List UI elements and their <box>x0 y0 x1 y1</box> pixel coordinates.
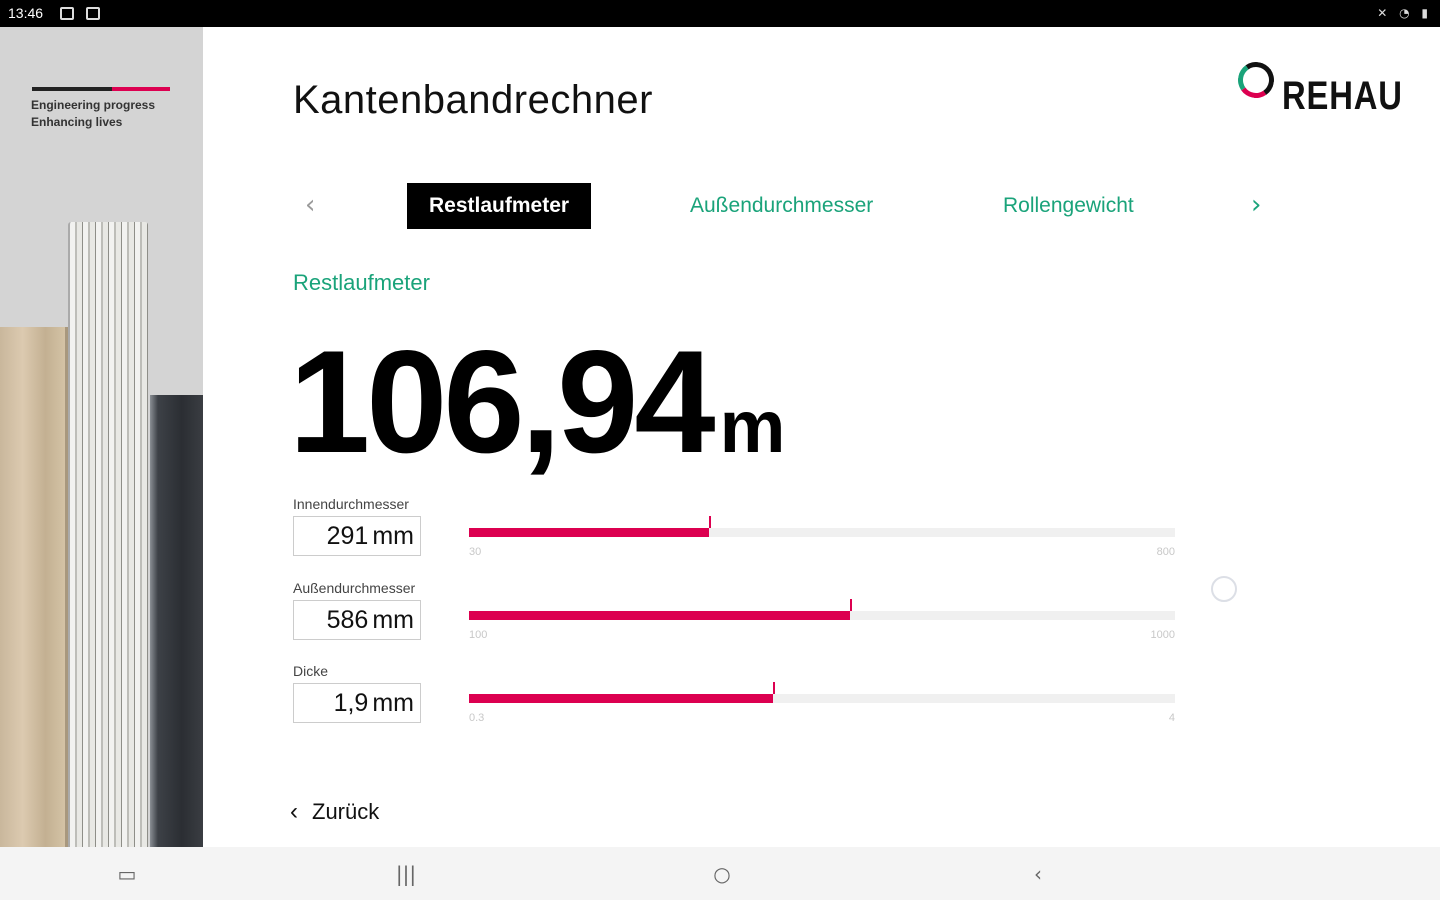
status-bar: 13:46 ✕ ◔ ▮ <box>0 0 1440 27</box>
param-label: Außendurchmesser <box>293 580 416 596</box>
slider-fill <box>469 528 709 537</box>
result-value: 106,94 <box>289 320 716 483</box>
tab-aussendurchmesser[interactable]: Außendurchmesser <box>690 194 874 217</box>
logo-ring-icon <box>1235 59 1277 101</box>
slider-max: 800 <box>1156 546 1175 558</box>
tab-rollengewicht[interactable]: Rollengewicht <box>1003 194 1134 217</box>
slider-min: 100 <box>469 629 488 641</box>
brand-sidebar: Engineering progress Enhancing lives <box>0 27 203 847</box>
slider-track <box>469 694 1175 703</box>
status-time: 13:46 <box>8 5 44 21</box>
param-label: Dicke <box>293 663 329 679</box>
tagline-line-1: Engineering progress <box>31 98 156 112</box>
dicke-slider[interactable]: 0.3 4 <box>469 682 1175 728</box>
back-label: Zurück <box>312 799 380 824</box>
innendurchmesser-slider[interactable]: 30 800 <box>469 516 1175 562</box>
wood-panel-image <box>0 327 68 847</box>
param-label: Innendurchmesser <box>293 496 409 512</box>
page-title: Kantenbandrechner <box>293 78 653 122</box>
result-unit: m <box>719 385 786 468</box>
slider-fill <box>469 694 773 703</box>
param-value: 586 <box>326 605 369 634</box>
download-icon <box>86 7 100 20</box>
chevron-left-icon: ‹ <box>290 798 298 825</box>
slider-min: 0.3 <box>469 712 485 724</box>
slider-min: 30 <box>469 546 482 558</box>
screen-icon[interactable]: ▭ <box>117 862 137 886</box>
slider-handle[interactable] <box>773 682 775 694</box>
aussendurchmesser-input[interactable]: 586 mm <box>293 600 421 640</box>
tagline: Engineering progress Enhancing lives <box>31 97 155 131</box>
system-nav-bar: ▭ ||| ○ ‹ <box>0 847 1440 900</box>
calculator-tabs: ‹ Restlaufmeter Außendurchmesser Rolleng… <box>293 182 1283 230</box>
slider-fill <box>469 611 850 620</box>
innendurchmesser-input[interactable]: 291 mm <box>293 516 421 556</box>
logo-wordmark: REHAU <box>1282 74 1403 118</box>
tab-restlaufmeter[interactable]: Restlaufmeter <box>407 183 592 229</box>
param-unit: mm <box>372 605 414 634</box>
home-icon[interactable]: ○ <box>713 862 731 886</box>
slider-track <box>469 528 1175 537</box>
dark-panel-image <box>150 395 203 847</box>
dicke-input[interactable]: 1,9 mm <box>293 683 421 723</box>
result-display: 106,94 m <box>289 318 785 486</box>
circle-icon <box>1211 576 1237 602</box>
slider-max: 4 <box>1168 712 1175 724</box>
param-value: 1,9 <box>333 688 369 717</box>
param-value: 291 <box>326 521 369 550</box>
slider-handle[interactable] <box>709 516 711 528</box>
status-icons: ✕ ◔ ▮ <box>1377 6 1432 20</box>
aussendurchmesser-slider[interactable]: 100 1000 <box>469 599 1175 645</box>
result-label: Restlaufmeter <box>293 270 430 295</box>
slider-max: 1000 <box>1150 629 1175 641</box>
slider-handle[interactable] <box>850 599 852 611</box>
tab-prev-icon[interactable]: ‹ <box>305 190 316 220</box>
back-icon[interactable]: ‹ <box>1034 862 1042 886</box>
back-link[interactable]: ‹ Zurück <box>290 798 379 826</box>
gallery-icon <box>60 7 74 20</box>
param-unit: mm <box>372 521 414 550</box>
tagline-line-2: Enhancing lives <box>31 115 123 129</box>
plywood-panel-image <box>68 222 148 847</box>
rehau-logo: REHAU <box>1235 59 1410 122</box>
param-unit: mm <box>372 688 414 717</box>
tab-next-icon[interactable]: › <box>1251 190 1262 220</box>
recent-apps-icon[interactable]: ||| <box>395 862 417 886</box>
tagline-bar <box>32 87 170 91</box>
